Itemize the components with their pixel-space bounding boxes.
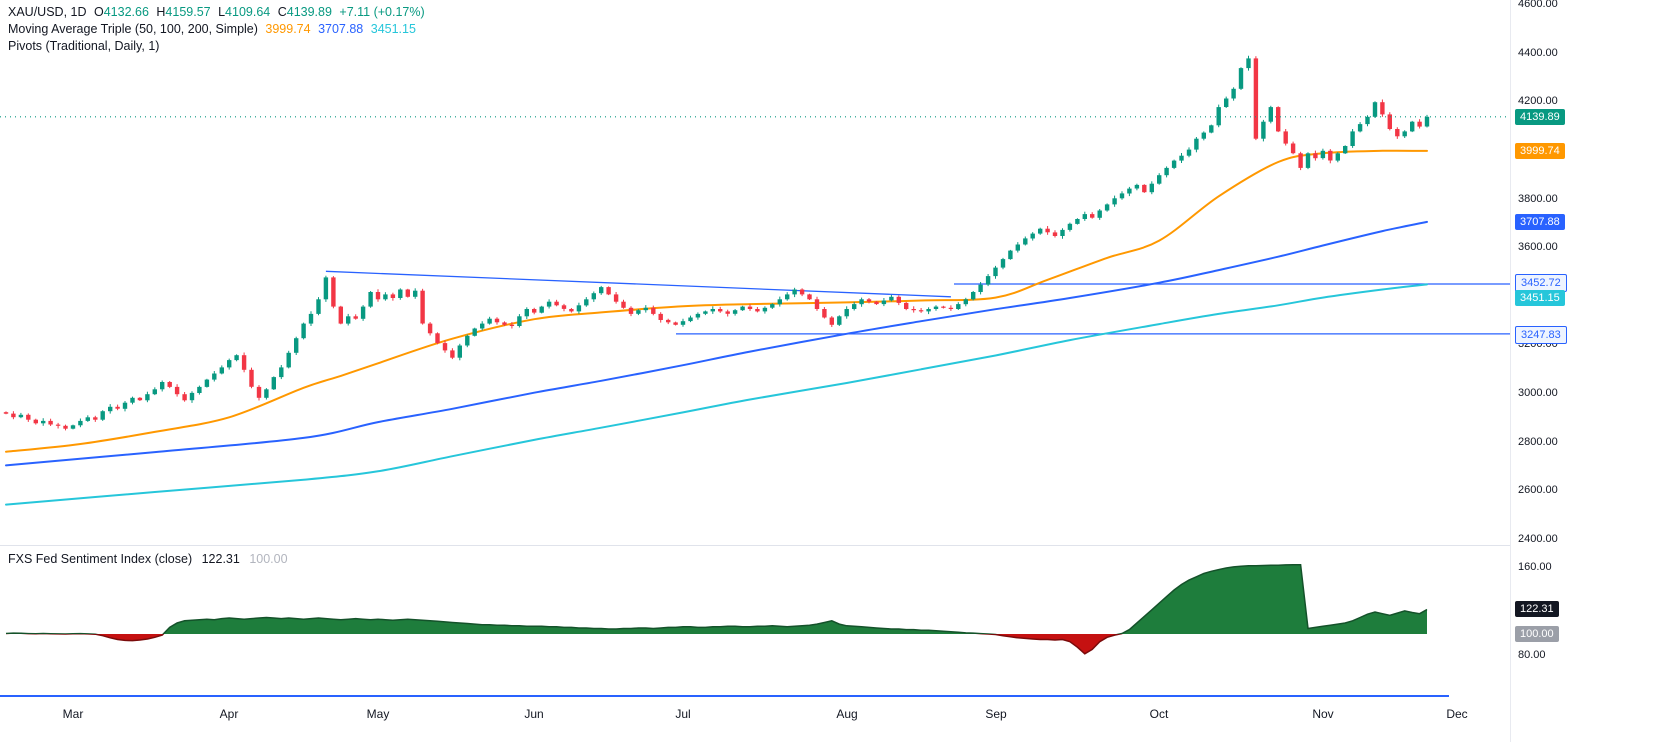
price-tick: 3000.00 <box>1518 387 1558 400</box>
indicator-title: FXS Fed Sentiment Index (close) <box>8 552 193 566</box>
month-label-nov: Nov <box>1312 707 1334 721</box>
month-label-oct: Oct <box>1149 707 1169 721</box>
pane-separator[interactable] <box>0 545 1510 546</box>
indicator-base-value: 100.00 <box>249 552 288 566</box>
indicator-legend-row[interactable]: FXS Fed Sentiment Index (close) 122.31 1… <box>8 552 288 566</box>
ma-row[interactable]: Moving Average Triple (50, 100, 200, Sim… <box>8 21 429 38</box>
ma200-line <box>5 283 1428 506</box>
pivots-title: Pivots (Traditional, Daily, 1) <box>8 39 160 53</box>
price-tick: 3600.00 <box>1518 241 1558 254</box>
ma100-value: 3707.88 <box>318 22 364 36</box>
sentiment-pane-canvas[interactable] <box>0 545 1510 697</box>
open-label: O <box>93 5 104 19</box>
ma50-line <box>5 149 1428 453</box>
month-label-dec: Dec <box>1446 707 1468 721</box>
close-value: 4139.89 <box>286 5 332 19</box>
price-badge-3247.83: 3247.83 <box>1515 325 1567 344</box>
symbol-row[interactable]: XAU/USD, 1D O4132.66 H4159.57 L4109.64 C… <box>8 4 429 21</box>
month-label-aug: Aug <box>836 707 858 721</box>
month-label-jul: Jul <box>675 707 691 721</box>
high-value: 4159.57 <box>165 5 211 19</box>
price-tick: 4600.00 <box>1518 0 1558 10</box>
price-tick: 4400.00 <box>1518 46 1558 59</box>
legend: XAU/USD, 1D O4132.66 H4159.57 L4109.64 C… <box>8 4 429 55</box>
sentiment-area-negative <box>6 634 1427 655</box>
candles-layer <box>3 55 1430 431</box>
indicator-badge-100.00: 100.00 <box>1515 626 1559 642</box>
indicator-value: 122.31 <box>201 552 240 566</box>
indicator-badge-122.31: 122.31 <box>1515 601 1559 618</box>
month-label-jun: Jun <box>524 707 544 721</box>
sentiment-area-positive <box>5 563 1428 634</box>
low-value: 4109.64 <box>225 5 271 19</box>
symbol-title: XAU/USD, 1D <box>8 5 87 19</box>
ma200-value: 3451.15 <box>370 22 416 36</box>
price-badge-4139.89: 4139.89 <box>1515 108 1565 125</box>
low-label: L <box>218 5 226 19</box>
high-label: H <box>156 5 166 19</box>
price-tick: 3800.00 <box>1518 192 1558 205</box>
ma-title: Moving Average Triple (50, 100, 200, Sim… <box>8 22 258 36</box>
price-axis[interactable]: 4600.00 4400.00 4200.00 3800.00 3600.00 3200.… <box>1510 0 1670 742</box>
time-axis[interactable]: Mar Apr May Jun Jul Aug Sep Oct Nov Dec <box>0 699 1510 742</box>
month-label-mar: Mar <box>62 707 84 721</box>
price-badge-3707.88: 3707.88 <box>1515 213 1565 230</box>
indicator-tick: 160.00 <box>1518 561 1552 573</box>
price-badge-3451.15: 3451.15 <box>1515 290 1565 307</box>
ma100-line <box>5 220 1428 467</box>
trendline <box>325 270 951 298</box>
price-tick: 2800.00 <box>1518 435 1558 448</box>
change-value: +7.11 (+0.17%) <box>339 5 425 19</box>
price-tick: 4200.00 <box>1518 95 1558 108</box>
month-label-may: May <box>366 707 390 721</box>
month-label-apr: Apr <box>219 707 239 721</box>
price-badge-3452.72: 3452.72 <box>1515 274 1567 292</box>
price-badge-3999.74: 3999.74 <box>1515 142 1565 159</box>
price-tick: 2400.00 <box>1518 533 1558 546</box>
indicator-tick: 80.00 <box>1518 649 1546 661</box>
open-value: 4132.66 <box>103 5 149 19</box>
bottom-blue-line <box>0 695 1449 697</box>
close-label: C <box>277 5 287 19</box>
pivots-row[interactable]: Pivots (Traditional, Daily, 1) <box>8 38 429 55</box>
month-label-sep: Sep <box>985 707 1007 721</box>
price-pane-canvas[interactable] <box>0 0 1510 545</box>
price-tick: 2600.00 <box>1518 484 1558 497</box>
ma50-value: 3999.74 <box>265 22 311 36</box>
